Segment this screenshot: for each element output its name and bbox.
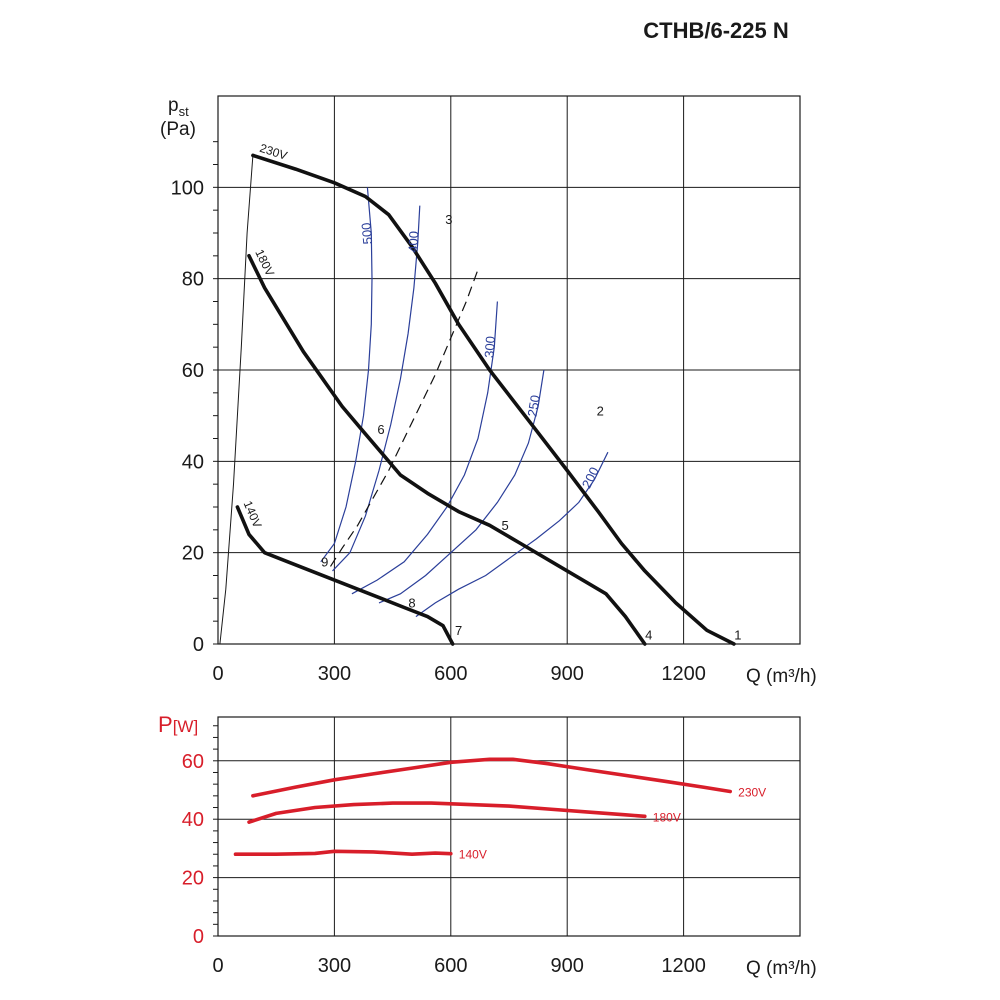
pressure-x-tick-label: 300 (318, 663, 351, 685)
pressure-labels: 0 300 600 900 1200 0 20 40 60 80 100 500 400 300 250 20… (171, 141, 742, 685)
chart-title: CTHB/6-225 N (643, 18, 788, 43)
power-x-tick-label: 900 (551, 955, 584, 977)
power-curve-label: 180V (653, 810, 681, 824)
pressure-x-tick-label: 900 (551, 663, 584, 685)
operating-point-label: 1 (734, 627, 741, 642)
fan-curve-180V (247, 254, 647, 646)
power-x-tick-label: 1200 (661, 955, 706, 977)
rpm-curve-300 (351, 301, 498, 595)
power-curve-180V (247, 801, 647, 824)
power-axis-label: P[W] (158, 712, 198, 737)
system-curve (329, 269, 479, 567)
pressure-x-tick-label: 0 (212, 663, 223, 685)
power-grid (213, 717, 800, 937)
pressure-flow-chart: 0 300 600 900 1200 0 20 40 60 80 100 500 400 300 250 20… (160, 95, 817, 687)
power-y-tick-label: 20 (182, 868, 204, 890)
pressure-y-tick-label: 80 (182, 269, 204, 291)
rpm-curve-label: 300 (482, 336, 498, 359)
rpm-curve-400 (332, 205, 421, 572)
power-flow-chart: 0 300 600 900 1200 0 20 40 60 230V 180V 140V P[W] Q… (158, 712, 817, 979)
rpm-curve-label: 400 (405, 231, 421, 253)
rpm-curve-label: 200 (579, 465, 602, 491)
flow-axis-label-lower: Q (m³/h) (746, 958, 817, 979)
rpm-curve-200 (415, 451, 609, 618)
power-y-tick-label: 60 (182, 751, 204, 773)
operating-point-label: 6 (377, 422, 384, 437)
pressure-y-tick-label: 20 (182, 543, 204, 565)
pressure-x-tick-label: 1200 (661, 663, 706, 685)
power-y-tick-label: 0 (193, 926, 204, 948)
power-x-tick-label: 0 (212, 955, 223, 977)
rpm-curve-label: 500 (358, 222, 375, 245)
stall-line (219, 155, 254, 645)
fan-curve-230V (251, 153, 736, 646)
power-y-tick-label: 40 (182, 809, 204, 831)
pressure-y-tick-label: 100 (171, 177, 204, 199)
power-labels: 0 300 600 900 1200 0 20 40 60 230V 180V 140V (182, 751, 766, 977)
operating-point-label: 5 (502, 518, 509, 533)
power-curves (233, 757, 732, 856)
pressure-plot-frame (217, 95, 801, 645)
fan-curve-140V (235, 505, 455, 646)
power-x-tick-label: 300 (318, 955, 351, 977)
power-plot-frame (217, 716, 801, 937)
rpm-curve-label: 250 (525, 394, 543, 418)
pressure-y-tick-label: 40 (182, 451, 204, 473)
power-curve-label: 230V (738, 785, 766, 799)
pressure-axis-label: pst (168, 95, 189, 119)
power-curve-label: 140V (459, 848, 487, 862)
rpm-curve-250 (378, 369, 545, 604)
pressure-y-tick-label: 60 (182, 360, 204, 382)
pressure-x-tick-label: 600 (434, 663, 467, 685)
pressure-axis-unit: (Pa) (160, 119, 196, 140)
operating-point-label: 3 (445, 212, 452, 227)
operating-point-label: 9 (321, 554, 328, 569)
power-curve-140V (233, 849, 453, 856)
pressure-grid (213, 96, 800, 645)
operating-point-label: 2 (597, 404, 604, 419)
operating-point-label: 8 (408, 595, 415, 610)
pressure-y-tick-label: 0 (193, 634, 204, 656)
power-curve-230V (251, 757, 732, 798)
operating-point-label: 4 (645, 627, 652, 642)
pressure-curves (219, 153, 736, 646)
flow-axis-label-upper: Q (m³/h) (746, 666, 817, 687)
rpm-curve-500 (320, 187, 373, 563)
operating-point-label: 7 (455, 623, 462, 638)
power-x-tick-label: 600 (434, 955, 467, 977)
